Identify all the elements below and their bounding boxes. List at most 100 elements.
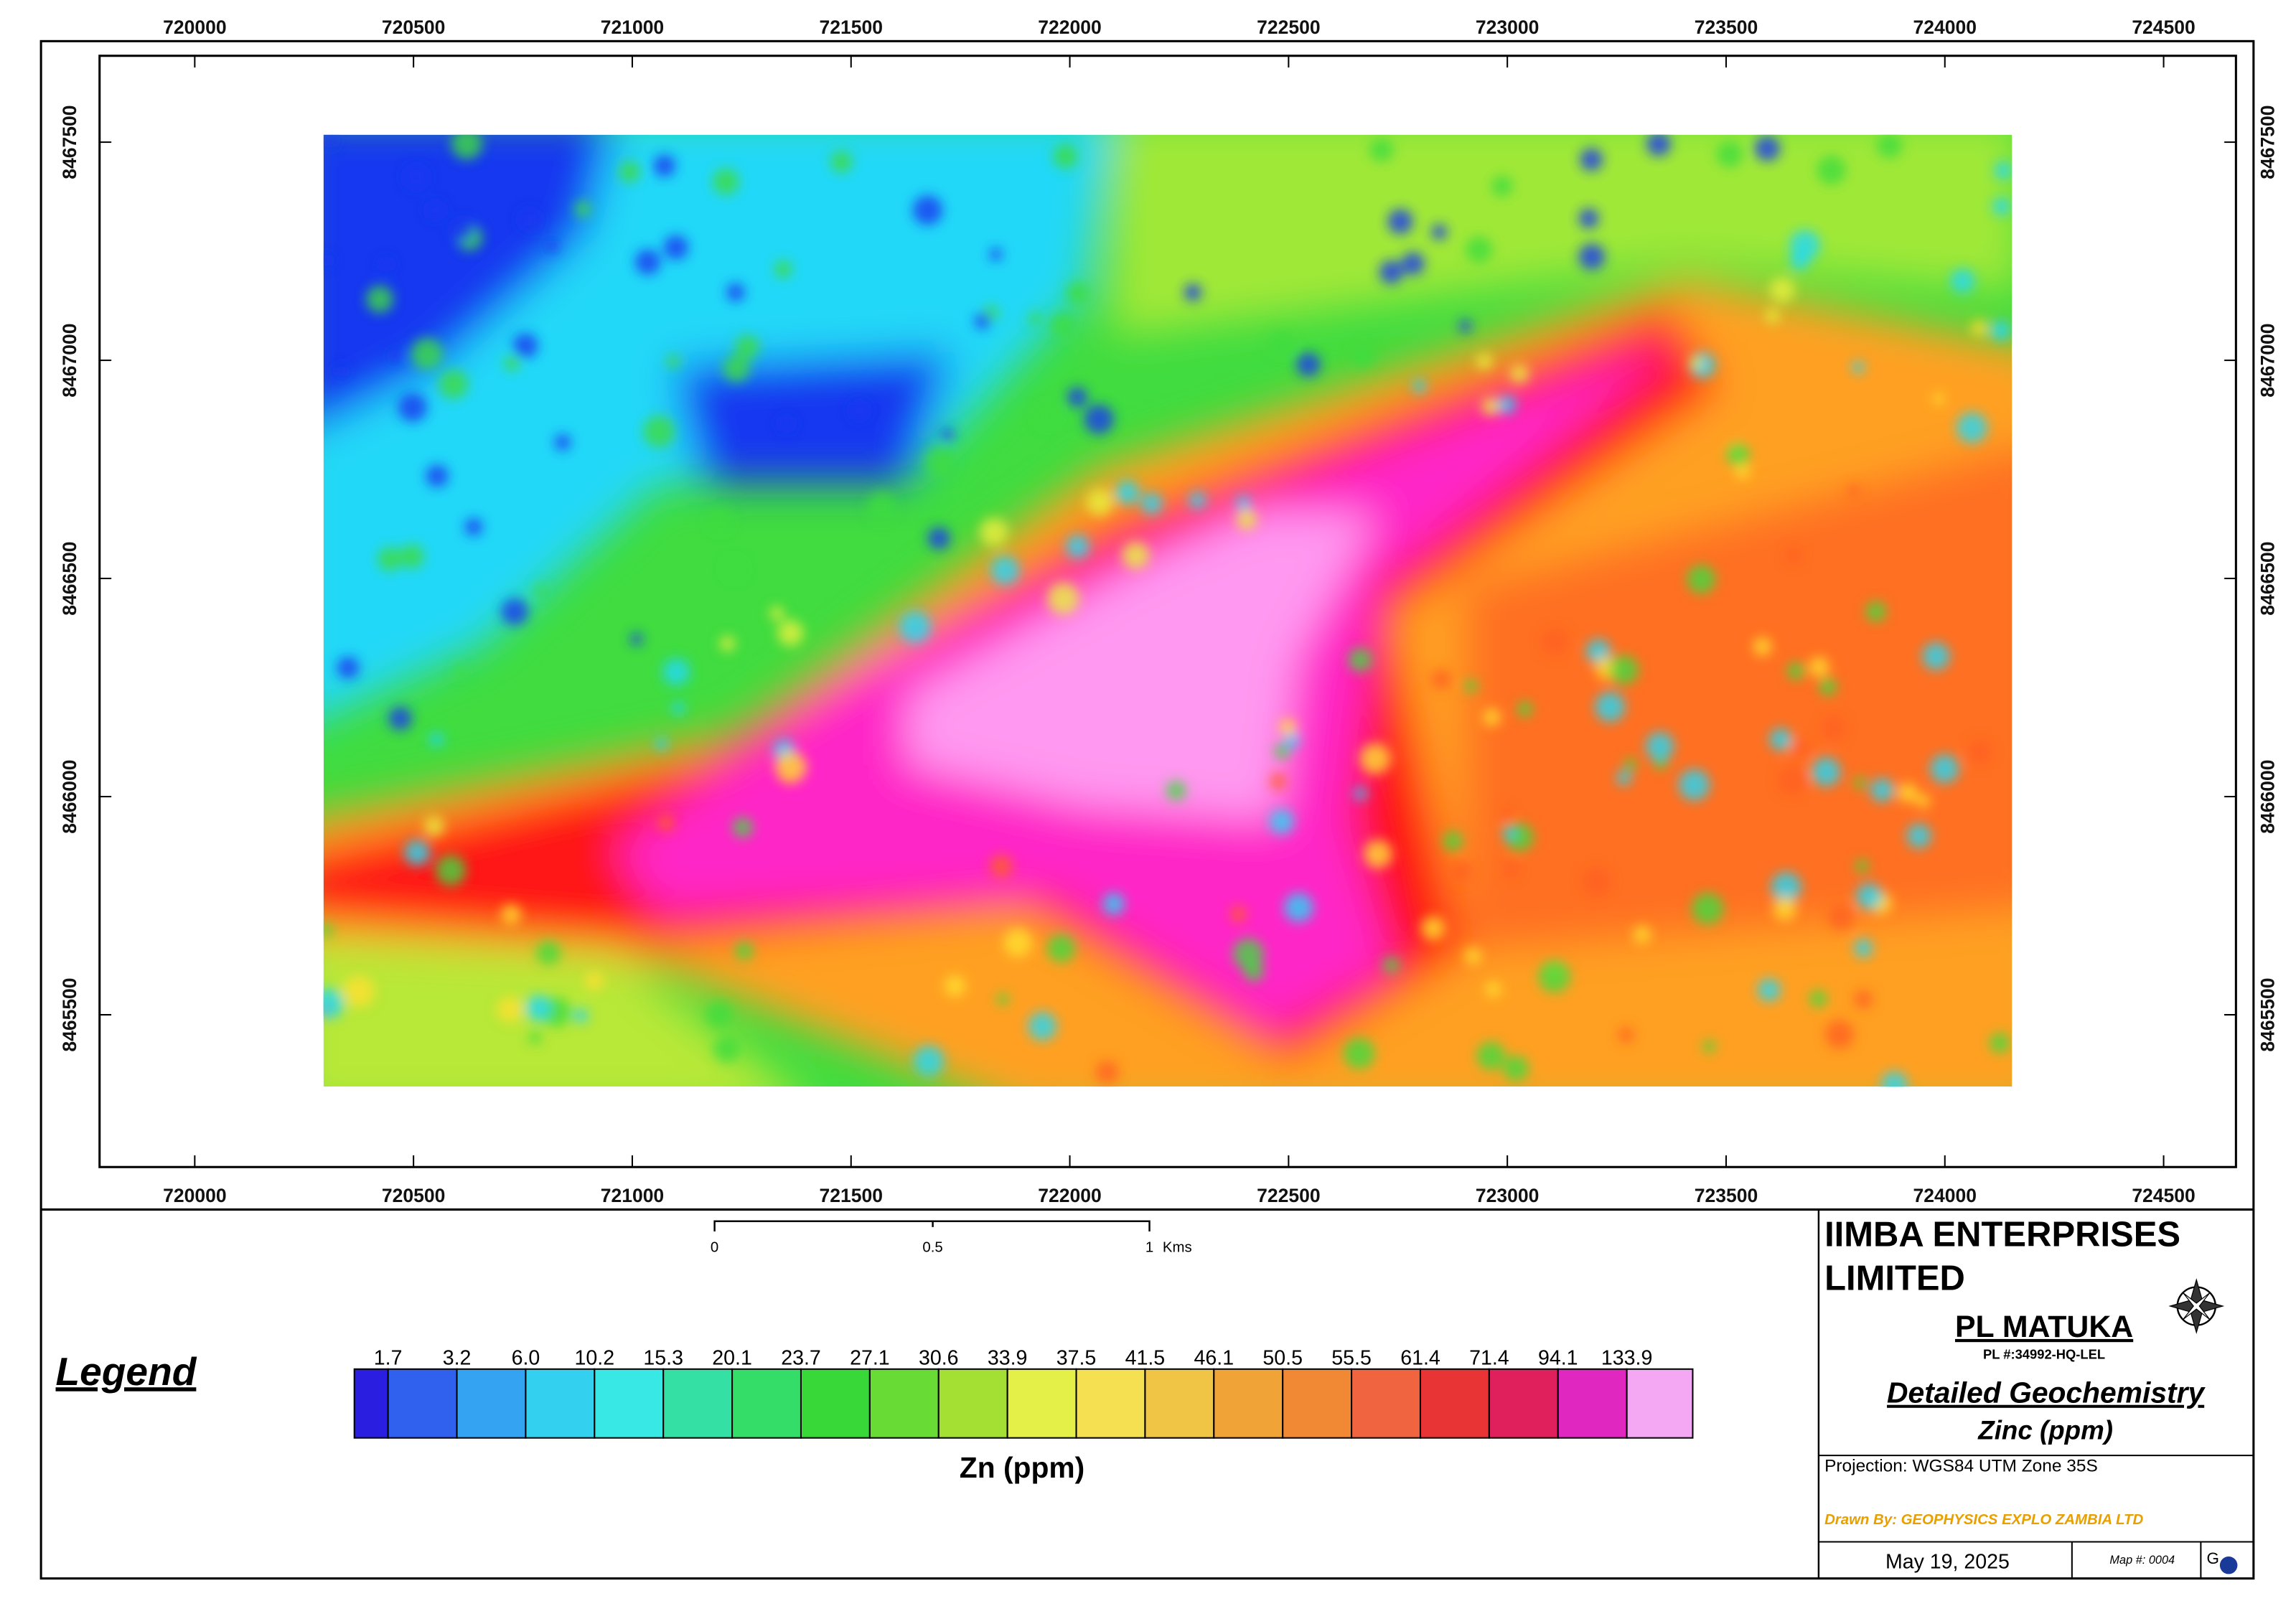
texture-spot <box>850 400 869 421</box>
texture-spot <box>655 737 668 751</box>
texture-spot <box>504 355 520 372</box>
texture-spot <box>734 334 760 360</box>
texture-spot <box>1354 787 1367 800</box>
texture-spot <box>653 154 676 177</box>
legend-label: 27.1 <box>850 1347 890 1370</box>
x-tick-label: 720500 <box>382 1185 445 1206</box>
texture-spot <box>774 260 792 278</box>
texture-spot <box>1379 260 1404 284</box>
texture-spot <box>1645 732 1674 761</box>
texture-spot <box>535 584 547 596</box>
y-tick-label: 8466500 <box>59 541 80 615</box>
texture-spot <box>1458 319 1472 333</box>
projection: Projection: WGS84 UTM Zone 35S <box>1824 1457 2098 1476</box>
compass-rose <box>2168 1278 2225 1335</box>
x-tick-label: 723000 <box>1476 1185 1539 1206</box>
texture-spot <box>1140 492 1163 515</box>
legend-label: 71.4 <box>1469 1347 1509 1370</box>
scale-label: 1 <box>1145 1240 1153 1256</box>
texture-spot <box>1485 981 1501 998</box>
texture-spot <box>1369 138 1394 162</box>
map-subtitle: Zinc (ppm) <box>1977 1416 2113 1445</box>
texture-spot <box>1777 765 1808 795</box>
texture-spot <box>1809 990 1827 1008</box>
texture-spot <box>1364 840 1392 869</box>
texture-spot <box>1989 1033 2010 1053</box>
texture-spot <box>1236 496 1251 510</box>
texture-spot <box>1809 657 1829 677</box>
texture-spot <box>398 393 427 423</box>
scale-unit: Kms <box>1163 1240 1192 1256</box>
legend-label: 133.9 <box>1601 1347 1652 1370</box>
texture-spot <box>1578 243 1606 271</box>
texture-spot <box>1189 492 1206 509</box>
texture-spot <box>1687 565 1716 594</box>
texture-spot <box>912 195 943 225</box>
texture-spot <box>528 1031 542 1044</box>
texture-spot <box>1359 743 1391 774</box>
texture-spot <box>1066 281 1090 304</box>
y-tick-label: 8467500 <box>2257 105 2278 179</box>
x-tick-label: 721500 <box>820 1185 883 1206</box>
y-tick-label: 8466000 <box>59 759 80 833</box>
legend-caption: Zn (ppm) <box>960 1451 1084 1484</box>
x-tick-label: 720000 <box>163 17 226 38</box>
legend-label: 50.5 <box>1262 1347 1303 1370</box>
date: May 19, 2025 <box>1885 1550 2010 1573</box>
texture-spot <box>866 492 897 522</box>
texture-spot <box>1578 208 1599 229</box>
texture-spot <box>662 658 690 686</box>
texture-spot <box>1990 320 2011 341</box>
color-cell <box>1351 1368 1421 1439</box>
texture-spot <box>1476 353 1493 370</box>
texture-spot <box>1270 773 1286 790</box>
texture-spot <box>1431 224 1448 240</box>
texture-spot <box>377 547 402 572</box>
texture-spot <box>913 1045 945 1076</box>
texture-spot <box>1476 1041 1506 1071</box>
legend-label: 15.3 <box>643 1347 683 1370</box>
y-tick-label: 8465500 <box>2257 977 2278 1051</box>
texture-spot <box>1481 397 1500 416</box>
texture-spot <box>1491 175 1513 197</box>
legend-heading: Legend <box>56 1349 197 1394</box>
texture-spot <box>1387 209 1413 235</box>
texture-spot <box>1824 1020 1854 1049</box>
texture-spot <box>1870 778 1894 802</box>
map-title: Detailed Geochemistry <box>1887 1376 2206 1409</box>
texture-spot <box>705 1000 733 1028</box>
y-tick-label: 8467500 <box>59 105 80 179</box>
texture-spot <box>1786 548 1802 564</box>
texture-spot <box>1956 412 1988 443</box>
title-block: IIMBA ENTERPRISES LIMITED PL MATUKA PL #… <box>1817 1209 2254 1579</box>
texture-spot <box>1690 356 1702 370</box>
texture-spot <box>1028 311 1042 325</box>
legend-label: 20.1 <box>712 1347 752 1370</box>
texture-spot <box>1538 960 1570 993</box>
texture-spot <box>323 988 345 1019</box>
texture-spot <box>1047 582 1079 614</box>
license-name: PL MATUKA <box>1955 1310 2133 1344</box>
texture-spot <box>1443 831 1463 851</box>
texture-spot <box>423 816 445 837</box>
texture-spot <box>719 636 736 652</box>
legend-label: 37.5 <box>1056 1347 1097 1370</box>
zinc-grid-image <box>323 134 2012 1087</box>
texture-spot <box>324 134 338 148</box>
texture-spot <box>1502 860 1520 878</box>
texture-spot <box>1633 925 1651 944</box>
map-frame <box>98 55 2237 1168</box>
texture-spot <box>454 665 467 678</box>
texture-spot <box>1624 758 1637 771</box>
texture-spot <box>1430 669 1451 690</box>
map-number: Map #: 0004 <box>2109 1554 2175 1567</box>
x-tick-label: 721000 <box>601 17 664 38</box>
color-bar: 1.7 3.2 6.0 10.2 15.3 20.1 23.7 27.1 30.6 33.9 37.… <box>353 1347 1694 1439</box>
legend-label: 30.6 <box>919 1347 959 1370</box>
texture-spot <box>778 416 795 432</box>
texture-spot <box>1503 1055 1529 1081</box>
texture-spot <box>1967 739 1992 765</box>
x-tick-label: 722000 <box>1038 1185 1101 1206</box>
texture-spot <box>1166 780 1186 801</box>
